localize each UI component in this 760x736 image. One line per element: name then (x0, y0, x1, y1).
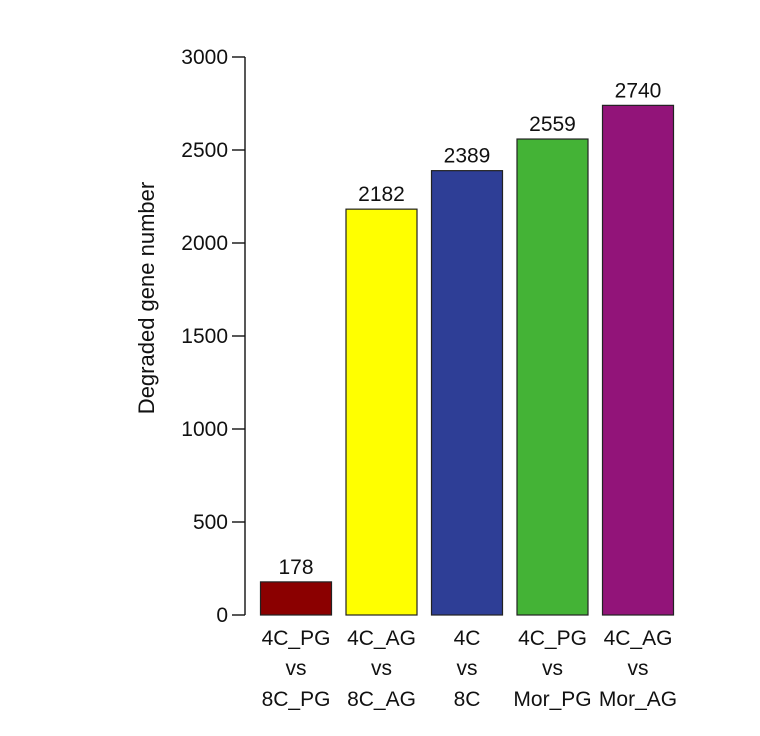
x-category-label: 4C (454, 627, 481, 650)
bar (516, 138, 589, 616)
x-category-label: vs (457, 657, 478, 680)
value-labels: 178 2182 2389 2559 2740 (278, 79, 661, 579)
bar-value-label: 2389 (444, 145, 491, 168)
bar (259, 581, 333, 616)
bar-value-label: 2182 (358, 183, 405, 206)
x-category-label: 4C_PG (518, 627, 587, 650)
bar-value-label: 2740 (615, 79, 662, 102)
x-category-label: 8C_AG (347, 688, 416, 711)
x-category-label: vs (628, 657, 649, 680)
y-tick-label: 0 (216, 604, 228, 627)
x-category-label: Mor_AG (599, 688, 677, 711)
y-tick-label: 2000 (181, 232, 228, 255)
y-tick-label: 500 (193, 511, 228, 534)
bar (345, 208, 418, 616)
x-category-label: vs (371, 657, 392, 680)
x-category-label: 4C_PG (262, 627, 331, 650)
y-tick-label: 1500 (181, 325, 228, 348)
x-category-label: vs (542, 657, 563, 680)
x-category-label: 8C_PG (262, 688, 331, 711)
bar (601, 104, 675, 616)
y-tick-label: 2500 (181, 139, 228, 162)
y-tick-label: 1000 (181, 418, 228, 441)
bar-value-label: 2559 (529, 113, 576, 136)
bar-value-label: 178 (278, 556, 313, 579)
bars (259, 104, 675, 616)
x-category-label: 4C_AG (347, 627, 416, 650)
y-tick-label: 3000 (181, 46, 228, 69)
y-axis-title: Degraded gene number (134, 182, 159, 414)
x-category-label: 8C (454, 688, 481, 711)
x-category-label: 4C_AG (604, 627, 673, 650)
y-axis: 0 500 1000 1500 2000 2500 3000 (181, 46, 246, 627)
x-category-label: vs (286, 657, 307, 680)
bar (430, 170, 504, 616)
x-category-label: Mor_PG (513, 688, 591, 711)
